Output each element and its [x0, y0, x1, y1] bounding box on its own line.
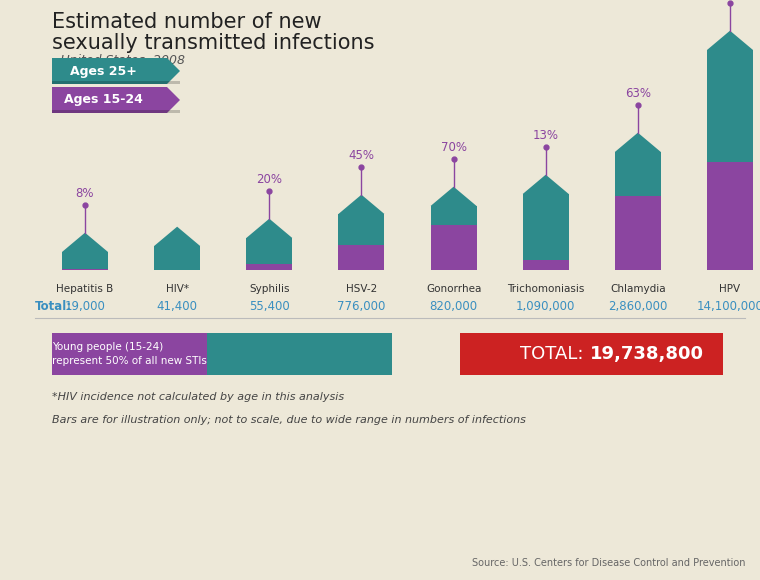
Bar [52, 110, 180, 113]
Polygon shape [523, 175, 568, 194]
Polygon shape [246, 219, 293, 238]
Text: 20%: 20% [256, 173, 282, 186]
Text: - United States, 2008: - United States, 2008 [52, 54, 185, 67]
Bar [523, 194, 568, 260]
Polygon shape [154, 227, 200, 246]
Bar [246, 238, 293, 263]
Bar [460, 333, 723, 375]
Text: HIV*: HIV* [166, 284, 188, 294]
Text: HSV-2: HSV-2 [346, 284, 377, 294]
Text: 63%: 63% [625, 86, 651, 100]
Text: 19,738,800: 19,738,800 [590, 345, 704, 363]
Text: Trichomoniasis: Trichomoniasis [507, 284, 584, 294]
Bar [52, 58, 167, 84]
Bar [523, 260, 568, 270]
Text: Chlamydia: Chlamydia [610, 284, 666, 294]
Text: Syphilis: Syphilis [249, 284, 290, 294]
Text: Gonorrhea: Gonorrhea [426, 284, 481, 294]
Bar [338, 245, 385, 270]
Text: Ages 15-24: Ages 15-24 [65, 93, 143, 107]
Polygon shape [167, 58, 180, 84]
Bar [52, 333, 207, 375]
Text: 19,000: 19,000 [65, 300, 106, 313]
Text: HPV: HPV [720, 284, 740, 294]
Text: Ages 25+: Ages 25+ [71, 64, 138, 78]
Text: 2,860,000: 2,860,000 [608, 300, 667, 313]
Polygon shape [431, 187, 477, 206]
Text: 776,000: 776,000 [337, 300, 385, 313]
Polygon shape [167, 87, 180, 113]
Text: *HIV incidence not calculated by age in this analysis: *HIV incidence not calculated by age in … [52, 392, 344, 402]
Text: 8%: 8% [76, 187, 94, 200]
Text: 45%: 45% [348, 148, 375, 162]
Bar [707, 50, 753, 162]
Bar [707, 162, 753, 270]
Bar [52, 87, 167, 113]
Bar [62, 269, 108, 270]
Text: 70%: 70% [441, 141, 467, 154]
Polygon shape [615, 133, 661, 152]
Bar [431, 225, 477, 270]
Bar [431, 206, 477, 225]
Text: 13%: 13% [533, 129, 559, 142]
Polygon shape [338, 195, 385, 214]
Polygon shape [707, 31, 753, 50]
Text: 820,000: 820,000 [429, 300, 477, 313]
Bar [62, 252, 108, 269]
Bar [207, 333, 392, 375]
Text: Source: U.S. Centers for Disease Control and Prevention: Source: U.S. Centers for Disease Control… [471, 558, 745, 568]
Text: 1,090,000: 1,090,000 [516, 300, 575, 313]
Text: 41,400: 41,400 [157, 300, 198, 313]
Text: Young people (15-24)
represent 50% of all new STIs: Young people (15-24) represent 50% of al… [52, 342, 207, 365]
Text: 55,400: 55,400 [249, 300, 290, 313]
Text: 14,100,000: 14,100,000 [697, 300, 760, 313]
Text: Total:: Total: [35, 300, 72, 313]
Text: sexually transmitted infections: sexually transmitted infections [52, 33, 375, 53]
Bar [52, 81, 180, 84]
Text: Bars are for illustration only; not to scale, due to wide range in numbers of in: Bars are for illustration only; not to s… [52, 415, 526, 425]
Bar [615, 152, 661, 195]
Text: Estimated number of new: Estimated number of new [52, 12, 321, 32]
Bar [246, 263, 293, 270]
Bar [338, 214, 385, 245]
Text: Hepatitis B: Hepatitis B [56, 284, 114, 294]
Bar [615, 195, 661, 270]
Bar [154, 246, 200, 270]
Text: TOTAL:: TOTAL: [521, 345, 590, 363]
Polygon shape [62, 233, 108, 252]
